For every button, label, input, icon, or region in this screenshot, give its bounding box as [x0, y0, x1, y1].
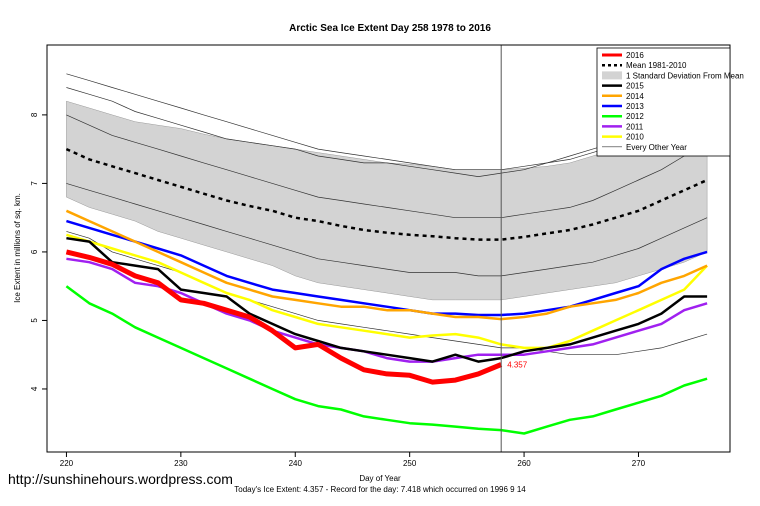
note: Today's Ice Extent: 4.357 - Record for t…	[234, 485, 526, 494]
series-line	[65, 249, 503, 385]
series-line	[66, 257, 708, 363]
series-line	[65, 209, 708, 321]
y-tick-label: 6	[30, 249, 39, 254]
x-axis-label: Day of Year	[359, 474, 401, 483]
x-tick-label: 260	[517, 459, 531, 468]
legend-label: 2011	[626, 122, 644, 131]
legend-label: 2010	[626, 133, 644, 142]
x-tick-label: 250	[403, 459, 417, 468]
y-tick-label: 5	[30, 318, 39, 323]
data-label: 4.357	[507, 361, 528, 370]
x-tick-label: 240	[289, 459, 303, 468]
legend-box	[596, 47, 731, 157]
other-year-line	[66, 183, 708, 277]
legend-label: Mean 1981-2010	[626, 61, 687, 70]
x-tick-label: 220	[60, 459, 74, 468]
series-line	[66, 236, 708, 363]
chart-title: Arctic Sea Ice Extent Day 258 1978 to 20…	[289, 23, 491, 34]
y-tick-label: 7	[30, 181, 39, 186]
legend-label: 2012	[626, 112, 644, 121]
x-tick-label: 270	[632, 459, 646, 468]
plot	[65, 73, 709, 435]
series-line	[65, 147, 708, 241]
other-year-line	[66, 114, 708, 219]
x-tick-label: 230	[174, 459, 188, 468]
y-axis-label: Ice Extent in millions of sq. km.	[13, 193, 22, 303]
y-tick-label: 4	[30, 386, 39, 391]
legend-swatch	[602, 71, 622, 80]
legend-label: 2013	[626, 102, 644, 111]
legend-label: 2014	[626, 92, 644, 101]
series-line	[65, 285, 708, 435]
legend-label: 1 Standard Deviation From Mean	[626, 71, 744, 80]
legend-label: 2016	[626, 51, 644, 60]
plot-frame	[46, 44, 731, 453]
series-line	[66, 233, 709, 350]
y-tick-label: 8	[30, 112, 39, 117]
watermark: http://sunshinehours.wordpress.com	[8, 471, 233, 487]
legend-label: Every Other Year	[626, 143, 687, 152]
legend-label: 2015	[626, 82, 644, 91]
series-line	[66, 219, 708, 317]
